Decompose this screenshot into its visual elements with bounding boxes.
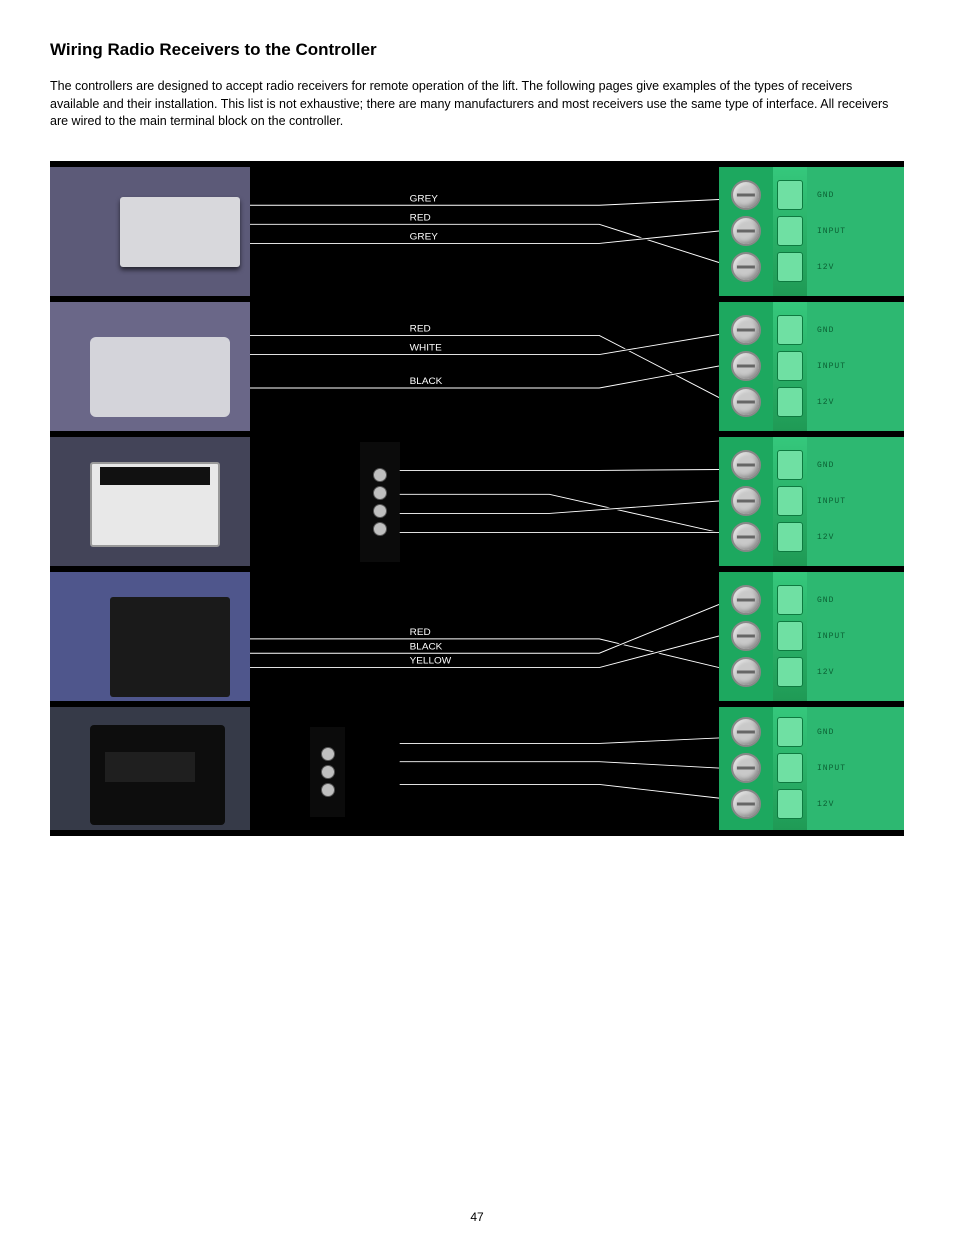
wiring-table: GREY RED GREY GND INPUT 12V RED WHITE BLACK GND IN… [50, 161, 904, 836]
wire-label: RED [410, 212, 431, 223]
terminal-screw [731, 522, 761, 552]
wiring-row-linear: GND INPUT 12V [50, 701, 904, 836]
wire-label: RED [410, 627, 431, 638]
terminal-screw [731, 450, 761, 480]
receiver-photo-allstar [50, 572, 250, 701]
wire-label: GREY [410, 193, 439, 204]
wiring-diagram: RED BLACK YELLOW [250, 572, 719, 701]
page-number: 47 [470, 1210, 483, 1224]
wiring-diagram: RED WHITE BLACK [250, 302, 719, 431]
terminal-label-12v: 12V [817, 387, 904, 417]
wiring-diagram: GREY RED GREY [250, 167, 719, 296]
terminal-label-12v: 12V [817, 252, 904, 282]
terminal-screw [731, 585, 761, 615]
terminal-label-input: INPUT [817, 486, 904, 516]
wire-label: RED [410, 323, 431, 334]
wiring-row-multi-code: RED WHITE BLACK GND INPUT 12V [50, 296, 904, 431]
terminal-screw [731, 717, 761, 747]
page-title: Wiring Radio Receivers to the Controller [50, 40, 904, 60]
terminal-label-gnd: GND [817, 180, 904, 210]
receiver-photo-lift-master [50, 437, 250, 566]
terminal-label-input: INPUT [817, 216, 904, 246]
receiver-photo-stanley [50, 167, 250, 296]
controller-terminal-block: GND INPUT 12V [719, 707, 904, 830]
terminal-label-12v: 12V [817, 522, 904, 552]
terminal-screw [731, 753, 761, 783]
terminal-screw [731, 351, 761, 381]
terminal-label-12v: 12V [817, 657, 904, 687]
wire-label: BLACK [410, 641, 443, 652]
terminal-screw [731, 387, 761, 417]
wiring-row-lift-master: GND INPUT 12V [50, 431, 904, 566]
terminal-screw [731, 621, 761, 651]
intro-paragraph: The controllers are designed to accept r… [50, 78, 890, 131]
wire-label: YELLOW [410, 655, 452, 666]
terminal-screw [731, 789, 761, 819]
terminal-screw [731, 315, 761, 345]
terminal-label-12v: 12V [817, 789, 904, 819]
terminal-label-gnd: GND [817, 717, 904, 747]
wiring-diagram [250, 707, 719, 830]
controller-terminal-block: GND INPUT 12V [719, 437, 904, 566]
wiring-row-stanley: GREY RED GREY GND INPUT 12V [50, 161, 904, 296]
terminal-label-gnd: GND [817, 315, 904, 345]
terminal-label-gnd: GND [817, 585, 904, 615]
wiring-row-allstar: RED BLACK YELLOW GND INPUT 12V [50, 566, 904, 701]
controller-terminal-block: GND INPUT 12V [719, 302, 904, 431]
controller-terminal-block: GND INPUT 12V [719, 167, 904, 296]
receiver-photo-linear [50, 707, 250, 830]
terminal-screw [731, 486, 761, 516]
terminal-label-input: INPUT [817, 621, 904, 651]
wire-label: GREY [410, 231, 439, 242]
terminal-label-input: INPUT [817, 753, 904, 783]
terminal-label-gnd: GND [817, 450, 904, 480]
terminal-screw [731, 180, 761, 210]
terminal-label-input: INPUT [817, 351, 904, 381]
controller-terminal-block: GND INPUT 12V [719, 572, 904, 701]
terminal-screw [731, 252, 761, 282]
wire-label: BLACK [410, 376, 443, 387]
terminal-screw [731, 216, 761, 246]
wire-label: WHITE [410, 342, 443, 353]
receiver-photo-multi-code [50, 302, 250, 431]
terminal-screw [731, 657, 761, 687]
wiring-diagram [250, 437, 719, 566]
